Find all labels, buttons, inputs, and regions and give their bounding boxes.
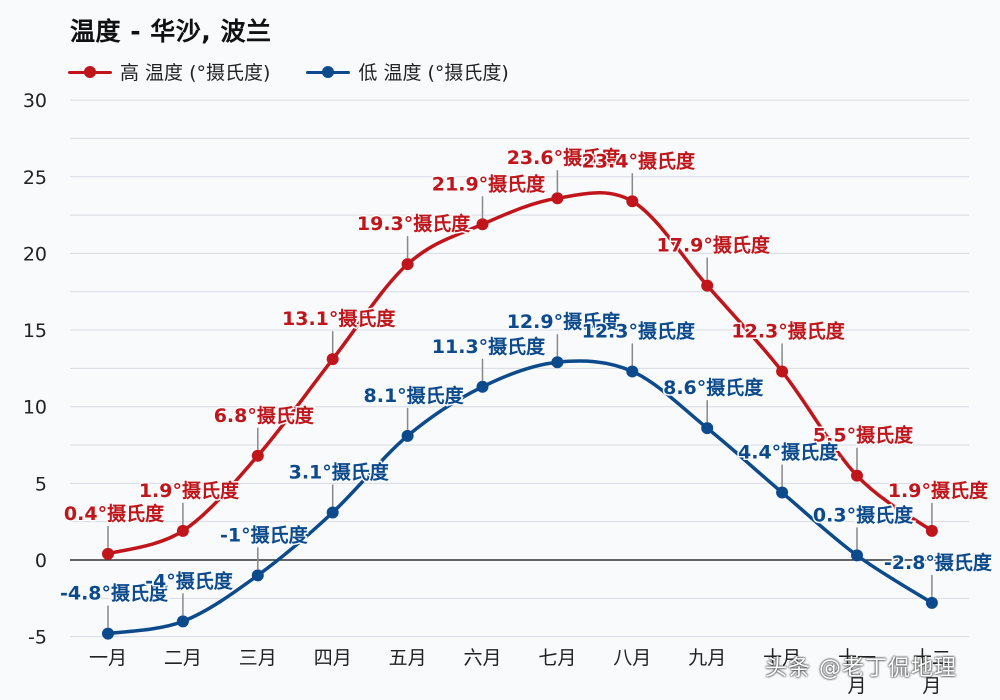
x-tick-label: 月 [847, 675, 866, 697]
x-tick-label: 八月 [613, 647, 651, 669]
data-label-high: 23.6°摄氏度 [507, 146, 621, 169]
data-label-low: 8.6°摄氏度 [663, 376, 764, 399]
data-label-high: 13.1°摄氏度 [282, 307, 396, 330]
y-tick-label: -5 [28, 627, 47, 649]
data-label-low: 12.9°摄氏度 [507, 310, 621, 333]
data-point-low[interactable] [925, 596, 938, 609]
y-tick-label: 25 [23, 167, 47, 189]
y-axis: 30 25 20 15 10 5 0 -5 [23, 90, 47, 649]
data-point-high[interactable] [851, 469, 863, 482]
legend-high-marker-icon [68, 65, 112, 79]
x-tick-label: 三月 [239, 647, 277, 669]
y-tick-label: 20 [23, 243, 47, 265]
legend-item-low[interactable]: 低 温度 (°摄氏度) [306, 58, 509, 85]
data-point-high[interactable] [102, 547, 114, 560]
data-point-low[interactable] [776, 486, 789, 499]
data-label-high: 23.4°摄氏度 [582, 149, 696, 172]
x-tick-label: 月 [922, 675, 941, 697]
data-label-high: 1.9°摄氏度 [888, 479, 989, 502]
legend-low-label: 低 温度 (°摄氏度) [358, 62, 509, 84]
data-label-low: 4.4°摄氏度 [738, 441, 839, 464]
legend-item-high[interactable]: 高 温度 (°摄氏度) [68, 58, 270, 85]
x-tick-label: 二月 [164, 647, 202, 669]
data-label-low: 0.3°摄氏度 [813, 503, 914, 526]
data-label-high: 0.4°摄氏度 [64, 502, 165, 525]
data-point-low[interactable] [102, 627, 114, 640]
x-tick-label: 四月 [314, 647, 352, 669]
y-tick-label: 30 [23, 90, 47, 112]
data-labels: 0.4°摄氏度1.9°摄氏度6.8°摄氏度13.1°摄氏度19.3°摄氏度21.… [58, 145, 994, 628]
data-point-high[interactable] [776, 365, 789, 378]
data-point-low[interactable] [701, 422, 714, 435]
data-label-high: 19.3°摄氏度 [357, 212, 471, 235]
x-tick-label: 十二 [913, 647, 951, 669]
x-tick-label: 七月 [538, 647, 576, 669]
data-point-low[interactable] [176, 615, 189, 628]
data-point-high[interactable] [626, 195, 639, 208]
x-tick-label: 十一 [838, 647, 876, 669]
series [102, 190, 938, 640]
data-point-low[interactable] [551, 356, 564, 369]
y-tick-label: 0 [35, 550, 47, 572]
x-axis: 一月 二月 三月 四月 五月 六月 七月 八月 九月 十月 十一月 十二月 [89, 647, 951, 697]
data-label-low: -4°摄氏度 [145, 569, 234, 592]
data-point-high[interactable] [701, 279, 714, 292]
data-label-high: 1.9°摄氏度 [139, 479, 240, 502]
data-label-high: 5.5°摄氏度 [813, 424, 914, 447]
data-label-low: 11.3°摄氏度 [432, 335, 546, 358]
x-tick-label: 十月 [763, 647, 801, 669]
data-point-low[interactable] [401, 429, 414, 442]
x-tick-label: 九月 [688, 647, 726, 669]
y-tick-label: 10 [23, 397, 47, 419]
data-label-low: -1°摄氏度 [220, 523, 309, 546]
data-label-high: 21.9°摄氏度 [432, 172, 546, 195]
watermark: 头条 @老丁侃地理 [765, 656, 957, 681]
data-label-high: 17.9°摄氏度 [657, 234, 771, 257]
data-label-low: -2.8°摄氏度 [884, 551, 993, 574]
data-point-high[interactable] [176, 524, 189, 537]
chart-title: 温度 - 华沙, 波兰 [70, 17, 272, 46]
data-label-low: 8.1°摄氏度 [364, 384, 465, 407]
legend-high-label: 高 温度 (°摄氏度) [120, 62, 271, 84]
x-tick-label: 一月 [89, 647, 127, 669]
data-point-high[interactable] [326, 353, 339, 366]
data-point-high[interactable] [925, 524, 938, 537]
legend: 高 温度 (°摄氏度) 低 温度 (°摄氏度) [68, 58, 509, 85]
y-tick-label: 15 [23, 320, 47, 342]
data-label-low: -4.8°摄氏度 [60, 582, 169, 605]
data-point-high[interactable] [251, 449, 264, 462]
y-tick-label: 5 [35, 473, 47, 495]
legend-low-marker-icon [306, 65, 351, 79]
data-point-high[interactable] [401, 258, 414, 271]
data-point-low[interactable] [326, 506, 339, 519]
data-point-low[interactable] [251, 569, 264, 582]
data-point-low[interactable] [476, 380, 489, 393]
data-label-low: 3.1°摄氏度 [289, 460, 390, 483]
data-label-high: 6.8°摄氏度 [214, 404, 315, 427]
data-point-low[interactable] [626, 365, 639, 378]
data-point-high[interactable] [476, 218, 489, 231]
x-tick-label: 六月 [463, 647, 501, 669]
data-label-low: 12.3°摄氏度 [582, 319, 696, 342]
gridlines [70, 99, 969, 638]
data-label-high: 12.3°摄氏度 [731, 319, 845, 342]
x-tick-label: 五月 [389, 647, 427, 669]
data-point-low[interactable] [851, 549, 863, 562]
data-point-high[interactable] [551, 192, 564, 205]
